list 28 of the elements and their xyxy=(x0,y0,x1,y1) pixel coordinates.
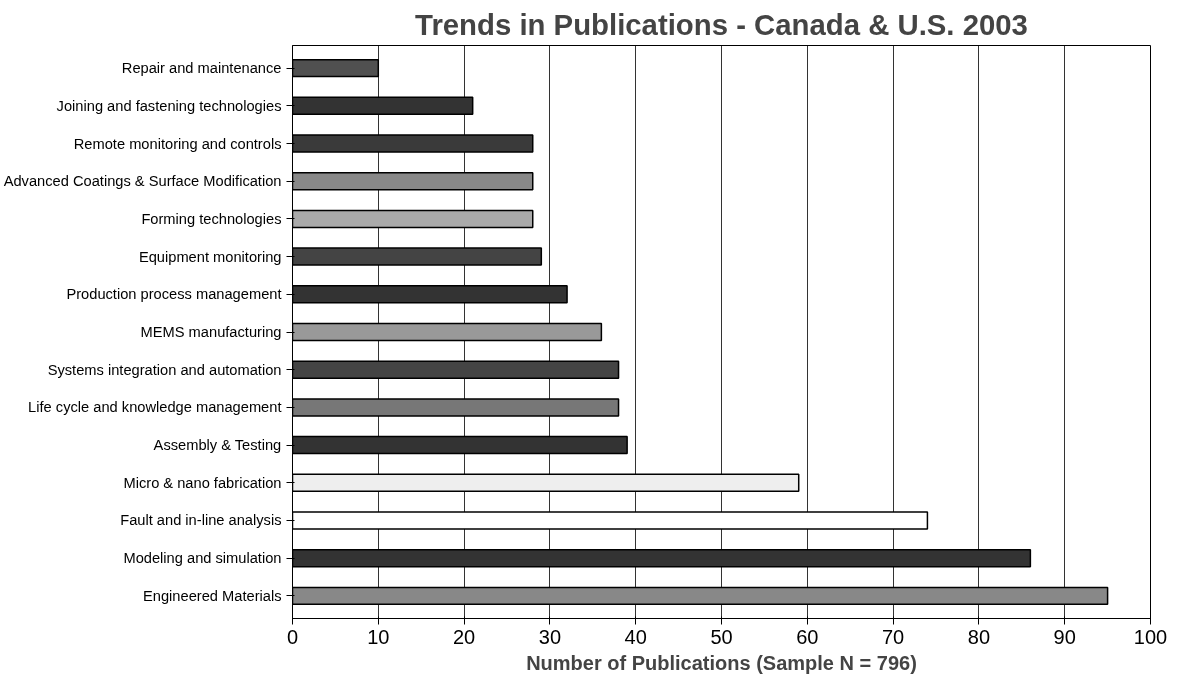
y-tick-label: Production process management xyxy=(66,286,282,303)
y-tick-label: Remote monitoring and controls xyxy=(73,135,282,152)
y-tick-label: Modeling and simulation xyxy=(123,550,282,567)
x-tick-label: 70 xyxy=(881,625,905,648)
chart-title: Trends in Publications - Canada & U.S. 2003 xyxy=(415,7,1028,41)
x-tick-label: 100 xyxy=(1133,625,1168,648)
y-tick-label: Systems integration and automation xyxy=(47,361,282,378)
y-tick-label: Advanced Coatings & Surface Modification xyxy=(3,173,282,190)
x-tick-label: 90 xyxy=(1053,625,1076,648)
x-tick-label: 50 xyxy=(710,625,733,648)
x-tick-label: 30 xyxy=(538,625,562,648)
y-tick-label: MEMS manufacturing xyxy=(140,324,282,340)
y-tick-label: Life cycle and knowledge management xyxy=(28,399,282,416)
x-tick-label: 80 xyxy=(967,625,991,648)
y-tick-label: Assembly & Testing xyxy=(153,437,282,454)
y-tick-label: Equipment monitoring xyxy=(138,248,282,265)
y-tick-label: Forming technologies xyxy=(141,210,282,227)
y-tick-label: Engineered Materials xyxy=(143,587,282,604)
x-tick-label: 60 xyxy=(796,625,819,648)
x-tick-label: 20 xyxy=(452,625,476,648)
y-tick-label: Micro & nano fabrication xyxy=(123,474,282,491)
x-axis-title: Number of Publications (Sample N = 796) xyxy=(526,651,917,674)
y-tick-label: Repair and maintenance xyxy=(121,60,282,77)
y-tick-label: Joining and fastening technologies xyxy=(56,97,282,114)
x-tick-label: 0 xyxy=(286,625,299,648)
x-tick-label: 40 xyxy=(624,625,647,648)
y-tick-label: Fault and in-line analysis xyxy=(120,512,282,529)
x-tick-label: 10 xyxy=(367,625,390,648)
